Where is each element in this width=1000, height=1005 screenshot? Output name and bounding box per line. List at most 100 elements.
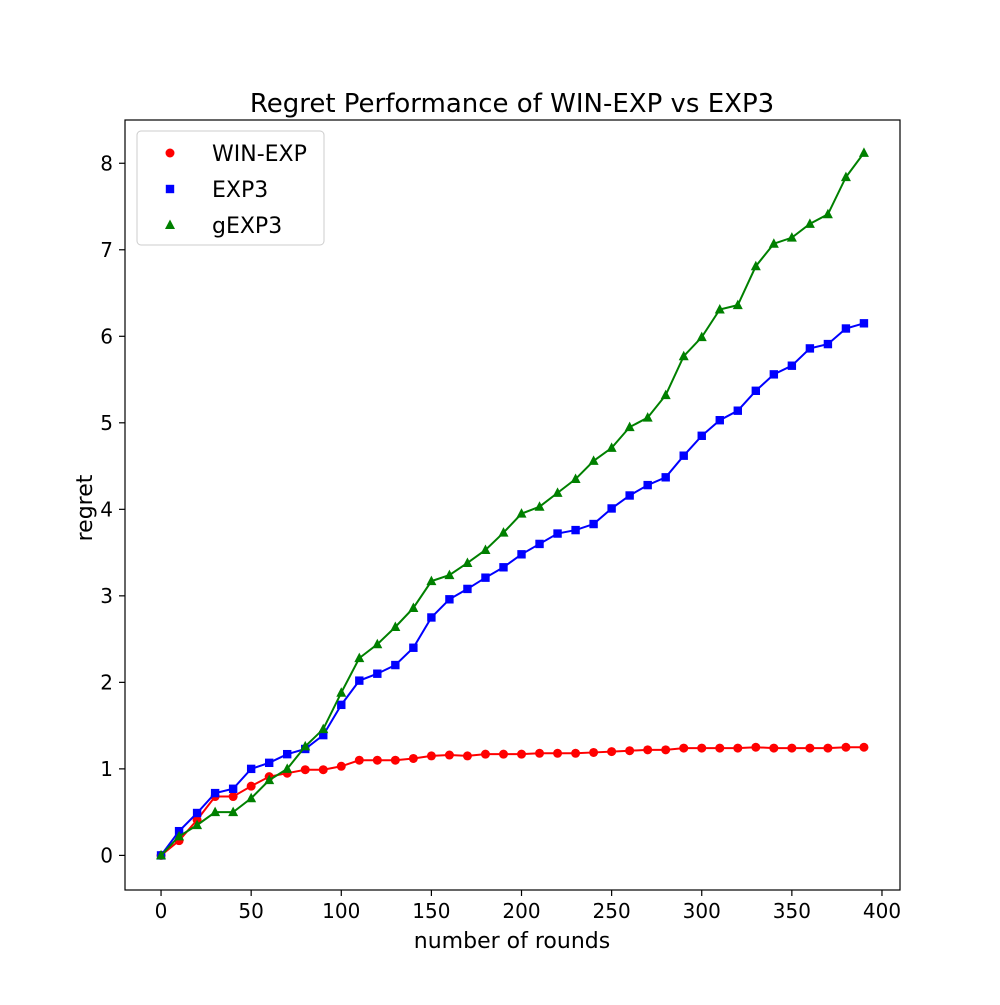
y-tick-label: 4 — [100, 497, 113, 521]
data-point-gexp3 — [354, 652, 365, 663]
data-point-exp3 — [661, 473, 670, 482]
data-point-exp3 — [643, 480, 652, 490]
chart-title: Regret Performance of WIN-EXP vs EXP3 — [250, 89, 774, 119]
y-tick-label: 0 — [100, 843, 113, 867]
data-point-exp3 — [517, 550, 526, 559]
data-point-gexp3 — [570, 473, 581, 484]
y-axis-label: regret — [73, 474, 98, 541]
data-point-win-exp — [625, 746, 635, 756]
data-point-gexp3 — [174, 830, 185, 841]
legend-box — [136, 130, 325, 246]
data-point-gexp3 — [480, 544, 491, 554]
data-point-win-exp — [390, 755, 400, 765]
y-tick-label: 3 — [100, 584, 113, 608]
data-point-exp3 — [571, 525, 580, 535]
y-tick-label: 2 — [100, 670, 113, 694]
data-point-gexp3 — [516, 508, 527, 518]
data-point-win-exp — [661, 745, 671, 755]
data-point-win-exp — [823, 743, 833, 753]
x-tick-label: 250 — [593, 899, 631, 923]
data-point-gexp3 — [588, 455, 599, 465]
data-point-gexp3 — [462, 557, 473, 567]
data-point-win-exp — [643, 745, 653, 755]
x-axis-label: number of rounds — [414, 929, 610, 954]
data-point-gexp3 — [210, 806, 221, 817]
data-point-gexp3 — [714, 303, 725, 314]
data-point-gexp3 — [444, 569, 455, 580]
data-point-win-exp — [715, 743, 725, 753]
x-tick-label: 150 — [412, 899, 450, 923]
data-point-exp3 — [751, 386, 761, 395]
data-point-gexp3 — [408, 602, 419, 612]
legend-label-gexp3: gEXP3 — [212, 214, 282, 239]
data-point-exp3 — [607, 504, 616, 513]
data-point-exp3 — [625, 491, 634, 500]
legend-marker-win-exp — [165, 148, 175, 158]
data-point-exp3 — [391, 660, 400, 670]
data-point-win-exp — [751, 742, 761, 752]
data-point-win-exp — [553, 748, 563, 758]
legend-label-win-exp: WIN-EXP — [212, 142, 307, 167]
x-tick-label: 0 — [155, 899, 168, 923]
data-point-win-exp — [498, 749, 508, 759]
data-point-win-exp — [769, 743, 779, 753]
data-point-exp3 — [463, 584, 472, 594]
y-tick-label: 8 — [100, 151, 113, 175]
data-point-gexp3 — [390, 621, 401, 631]
x-tick-label: 200 — [502, 899, 540, 923]
data-point-win-exp — [697, 743, 707, 753]
data-point-exp3 — [409, 643, 418, 652]
data-point-win-exp — [535, 748, 545, 758]
data-point-gexp3 — [192, 819, 203, 830]
y-tick-label: 5 — [100, 411, 113, 435]
data-point-gexp3 — [534, 501, 545, 511]
data-point-exp3 — [373, 669, 382, 678]
data-point-gexp3 — [336, 687, 347, 697]
data-point-gexp3 — [750, 260, 761, 271]
series-line-exp3 — [160, 322, 865, 856]
data-point-exp3 — [337, 700, 346, 710]
data-point-exp3 — [841, 324, 851, 333]
data-point-exp3 — [697, 431, 706, 440]
data-point-exp3 — [228, 784, 238, 793]
data-point-gexp3 — [624, 421, 635, 432]
data-point-exp3 — [192, 808, 202, 818]
data-point-exp3 — [805, 344, 815, 353]
data-point-gexp3 — [660, 389, 671, 400]
data-point-exp3 — [355, 676, 364, 685]
x-tick-label: 100 — [322, 899, 360, 923]
data-point-win-exp — [571, 748, 581, 758]
plot-area — [156, 147, 869, 860]
data-point-gexp3 — [246, 792, 257, 803]
data-point-exp3 — [283, 749, 292, 759]
data-point-gexp3 — [372, 638, 383, 649]
data-point-win-exp — [426, 751, 436, 761]
data-point-exp3 — [553, 529, 562, 538]
data-point-gexp3 — [696, 331, 707, 342]
data-point-exp3 — [499, 563, 508, 572]
data-point-gexp3 — [732, 299, 743, 310]
legend-marker-gexp3 — [165, 219, 175, 229]
plot-frame — [124, 119, 901, 891]
data-point-exp3 — [589, 519, 598, 529]
data-point-win-exp — [589, 747, 599, 757]
data-point-gexp3 — [768, 238, 779, 248]
data-point-win-exp — [733, 743, 743, 753]
data-point-win-exp — [462, 751, 472, 761]
data-point-gexp3 — [228, 806, 239, 817]
legend-label-exp3: EXP3 — [212, 178, 268, 203]
data-point-exp3 — [769, 370, 779, 379]
series-win-exp — [156, 742, 869, 860]
data-point-win-exp — [859, 742, 869, 752]
data-point-win-exp — [679, 743, 689, 753]
y-axis: 0 1 2 3 4 5 6 7 8 — [100, 151, 125, 867]
data-point-win-exp — [354, 755, 364, 765]
data-point-exp3 — [715, 416, 724, 425]
data-point-win-exp — [228, 792, 238, 802]
data-point-gexp3 — [786, 232, 797, 242]
data-point-win-exp — [787, 743, 797, 753]
data-point-win-exp — [841, 742, 851, 752]
data-point-gexp3 — [606, 442, 617, 452]
